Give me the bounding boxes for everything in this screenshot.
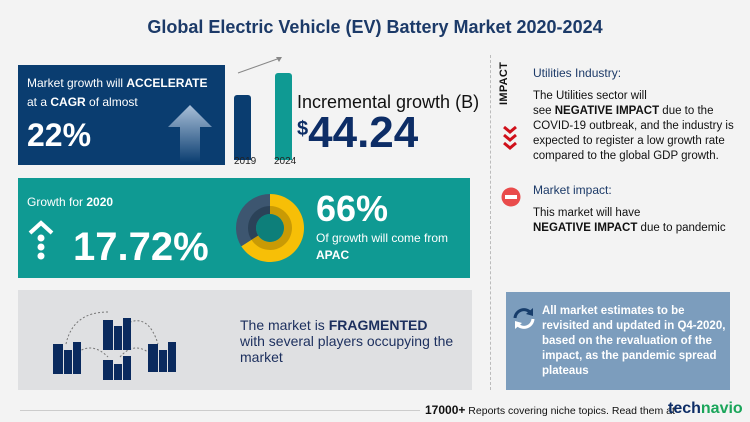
impact-vertical-label: IMPACT <box>498 61 510 105</box>
cagr-panel: Market growth will ACCELERATE at a CAGR … <box>18 65 225 165</box>
up-arrow-icon <box>168 105 212 163</box>
year-2024: 2024 <box>274 156 297 167</box>
growth-value: 17.72% <box>73 225 209 269</box>
market-impact-heading: Market impact: <box>533 183 612 197</box>
year-2019: 2019 <box>234 156 257 167</box>
cagr-line2: at a CAGR of almost <box>27 95 138 109</box>
incremental-label: Incremental growth (B) <box>297 92 480 112</box>
footer-divider <box>20 410 420 411</box>
utilities-text: The Utilities sector will see NEGATIVE IM… <box>533 90 734 162</box>
bar-2024 <box>275 73 292 160</box>
dotted-up-arrow-icon <box>28 220 54 260</box>
fragmented-text: The market is FRAGMENTED with several pla… <box>240 317 454 365</box>
down-chevrons-icon <box>503 125 517 150</box>
market-impact-text: This market will have NEGATIVE IMPACT due… <box>533 207 726 234</box>
page-title: Global Electric Vehicle (EV) Battery Mar… <box>147 17 603 37</box>
donut-inner-apac <box>251 206 292 250</box>
apac-region: APAC <box>316 248 350 262</box>
divider <box>490 55 491 390</box>
apac-share: 66% <box>316 188 389 229</box>
trend-arrow-icon <box>237 57 282 74</box>
minus-circle-icon <box>501 187 521 207</box>
apac-donut-chart <box>236 194 304 262</box>
buildings-network-icon <box>53 311 176 380</box>
utilities-heading: Utilities Industry: <box>533 66 622 80</box>
cagr-value: 22% <box>27 117 92 153</box>
fragmented-panel: The market is FRAGMENTED with several pla… <box>18 290 472 390</box>
incremental-value: $44.24 <box>297 108 419 157</box>
technavio-logo[interactable]: technavio <box>668 400 743 417</box>
growth-panel: Growth for 2020 17.72% 66% Of growth wil… <box>18 178 470 278</box>
growth-label: Growth for 2020 <box>27 195 114 209</box>
cagr-line1: Market growth will ACCELERATE <box>27 76 208 90</box>
estimates-text: All market estimates to be revisited and… <box>542 305 726 377</box>
donut-hole <box>256 214 284 242</box>
apac-share-text: Of growth will come from <box>316 231 449 245</box>
refresh-icon <box>513 308 535 329</box>
footer-text: 17000+ Reports covering niche topics. Re… <box>425 403 675 417</box>
donut-inner-rest <box>248 206 270 240</box>
bar-2019 <box>234 95 251 160</box>
estimates-panel: All market estimates to be revisited and… <box>506 292 730 390</box>
